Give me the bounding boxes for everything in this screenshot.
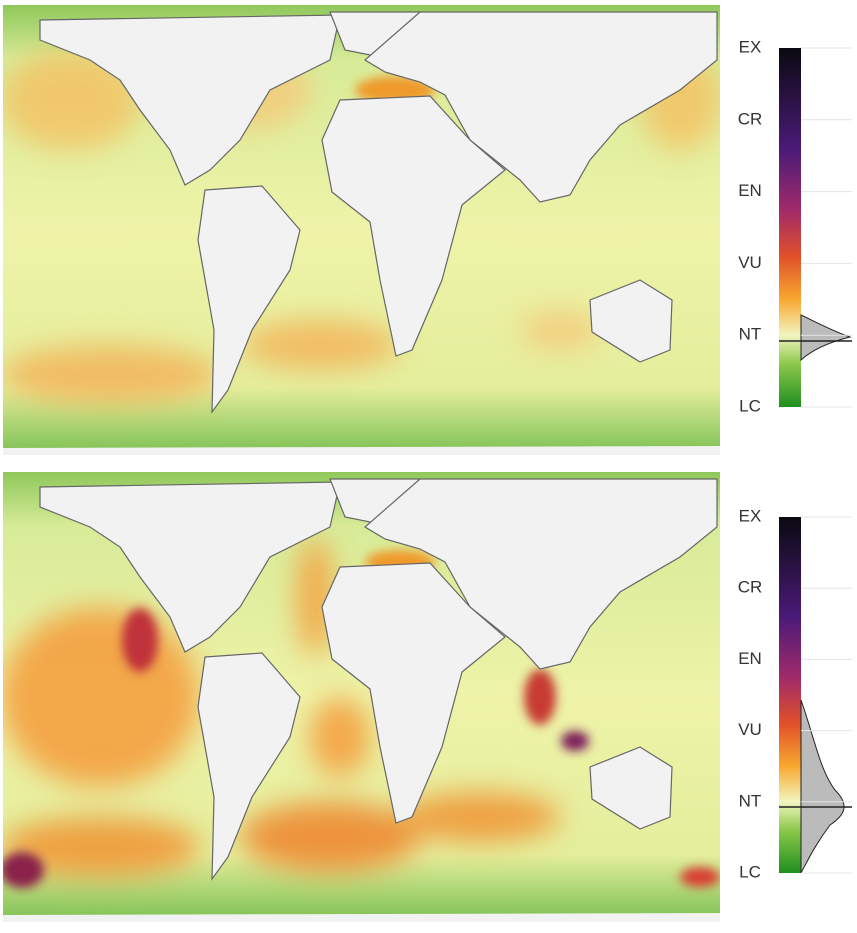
scale-label: LC [739, 862, 761, 881]
scale-label: EN [738, 181, 762, 200]
map-bottom [3, 472, 720, 922]
scale-label: CR [738, 109, 763, 128]
scale-label: NT [739, 325, 762, 344]
scale-bottom [779, 517, 852, 874]
map-top [3, 5, 720, 455]
scale-label: EN [738, 649, 762, 668]
scale-label: EX [739, 506, 762, 525]
scale-label: VU [738, 253, 762, 272]
scale-label: EX [739, 37, 762, 56]
scale-top [779, 48, 852, 407]
scale-label: VU [738, 720, 762, 739]
scale-label: LC [739, 396, 761, 415]
scale-label: NT [739, 791, 762, 810]
scale-label: CR [738, 578, 763, 597]
